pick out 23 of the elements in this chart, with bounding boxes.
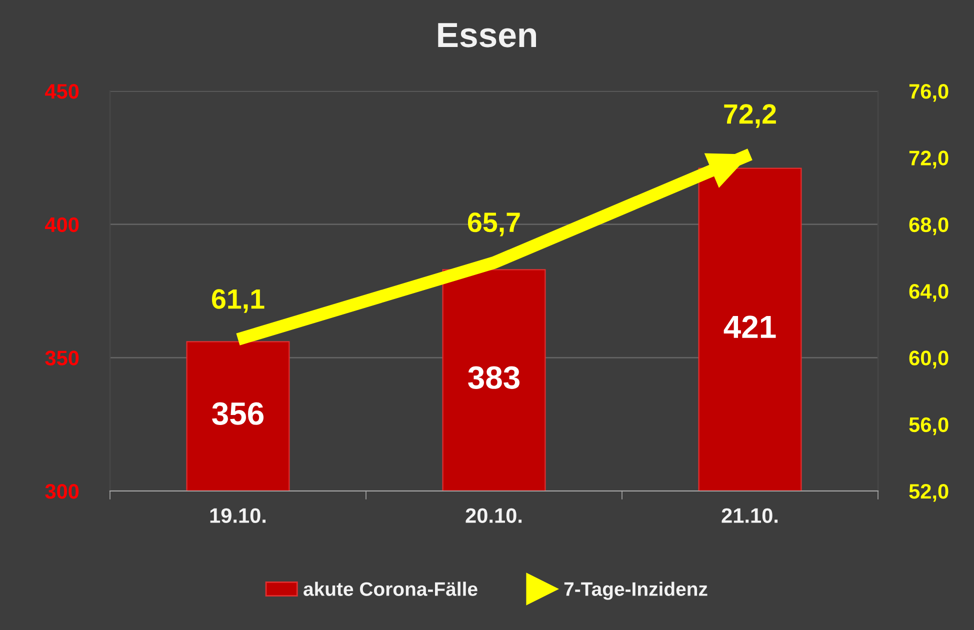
- y2-tick-label: 68,0: [909, 217, 948, 236]
- y-tick-label: 350: [45, 350, 79, 366]
- y-tick-label: 450: [45, 84, 79, 99]
- y-tick-label: 300: [45, 484, 79, 499]
- legend-label: 7-Tage-Inzidenz: [564, 582, 708, 600]
- chart-title: Essen: [438, 23, 536, 48]
- y2-tick-label: 76,0: [909, 84, 948, 102]
- y2-tick-label: 72,0: [909, 150, 948, 168]
- data-label: 421: [724, 316, 776, 338]
- data-label: 65,7: [468, 212, 520, 236]
- data-label: 383: [468, 366, 520, 389]
- legend-label: akute Corona-Fälle: [304, 582, 478, 596]
- y-tick-label: 400: [45, 217, 79, 232]
- x-tick-label: 21.10.: [722, 508, 778, 523]
- data-label: 72,2: [724, 104, 776, 128]
- x-tick-label: 20.10.: [466, 508, 522, 523]
- y2-tick-label: 52,0: [909, 484, 948, 502]
- y2-tick-label: 64,0: [909, 284, 948, 302]
- data-label: 356: [212, 402, 264, 425]
- data-label: 61,1: [212, 289, 264, 313]
- x-tick-label: 19.10.: [210, 508, 266, 523]
- y2-tick-label: 60,0: [909, 350, 948, 368]
- y2-tick-label: 56,0: [909, 417, 948, 436]
